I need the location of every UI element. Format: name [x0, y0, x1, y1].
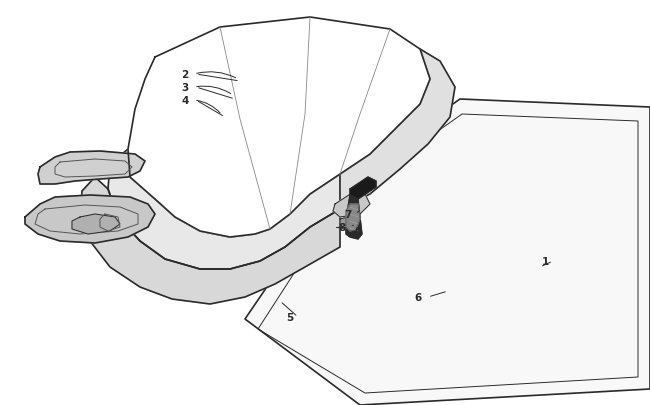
Polygon shape	[340, 217, 348, 230]
Polygon shape	[108, 149, 340, 269]
Polygon shape	[128, 18, 430, 237]
Text: 0: 0	[354, 226, 361, 237]
Polygon shape	[245, 100, 650, 405]
Text: 7: 7	[344, 209, 352, 220]
Polygon shape	[38, 151, 145, 185]
Polygon shape	[72, 215, 120, 234]
Polygon shape	[346, 196, 362, 239]
Polygon shape	[340, 50, 455, 209]
Text: 6: 6	[415, 292, 422, 302]
Text: 2: 2	[181, 70, 188, 80]
Text: 5: 5	[287, 312, 294, 322]
Text: 4: 4	[181, 96, 188, 106]
Text: 8: 8	[339, 222, 346, 232]
Polygon shape	[80, 177, 340, 304]
Text: 1: 1	[541, 256, 549, 266]
Polygon shape	[25, 196, 155, 243]
Polygon shape	[350, 177, 376, 200]
Text: 3: 3	[181, 83, 188, 93]
Polygon shape	[333, 192, 370, 217]
Polygon shape	[346, 205, 360, 231]
